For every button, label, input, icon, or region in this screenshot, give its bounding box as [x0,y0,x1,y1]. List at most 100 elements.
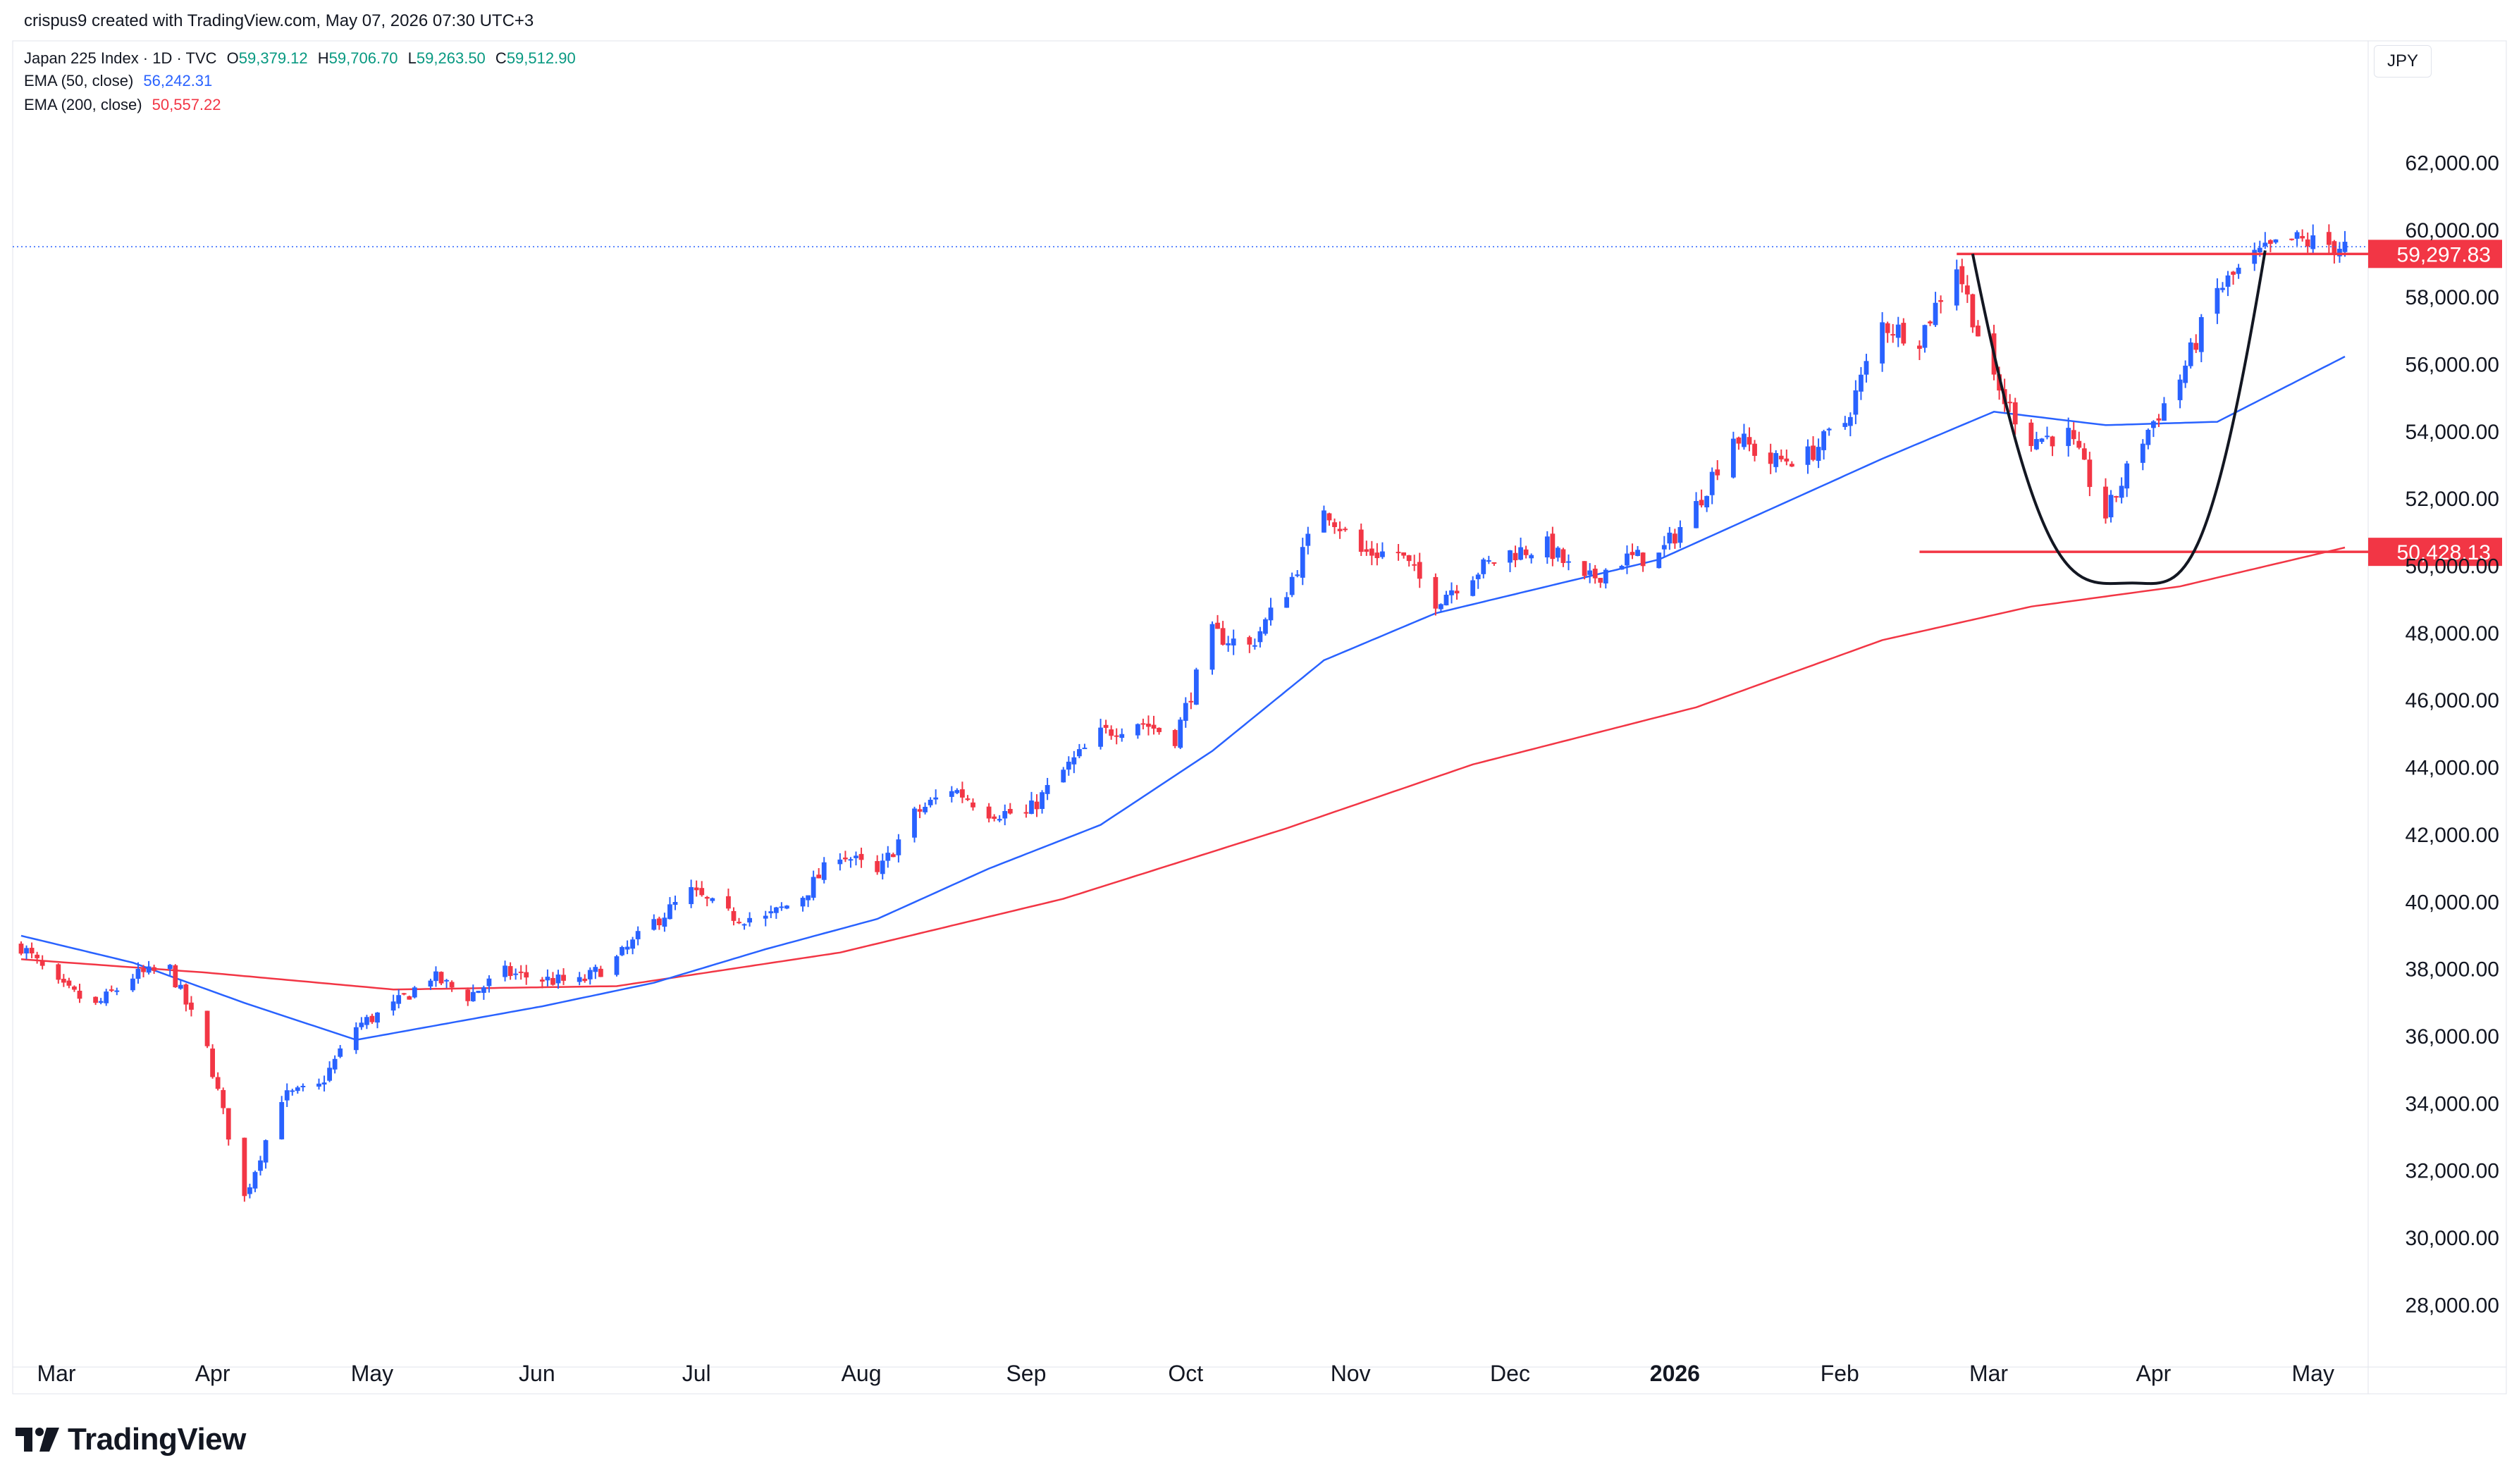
candle-body [93,996,99,1003]
candle-body [2108,495,2114,518]
candle-body [204,1010,210,1046]
candle-body [369,1015,375,1022]
candle-body [2045,435,2050,438]
candle-body [2162,403,2167,421]
x-tick-label: Apr [195,1361,230,1386]
x-tick-label: Apr [2136,1361,2171,1386]
candle-body [1826,428,1832,431]
candle-body [2337,249,2342,256]
candle-body [1226,643,1231,645]
candle-body [2081,448,2087,460]
level-price-label: 50,428.13 [2397,541,2491,564]
candle-body [890,854,896,858]
tradingview-brand-name: TradingView [68,1422,246,1457]
candle-body [104,991,109,1003]
ema50-layer [20,355,2346,1041]
x-tick-label: Jul [682,1361,711,1386]
candle-body [1491,562,1497,564]
candle-body [1778,455,1784,459]
candle-body [1821,431,1827,450]
candle-body [2103,486,2108,519]
candle-body [1805,446,1811,465]
candle-body [449,982,455,988]
candle-body [2342,242,2348,252]
candle-body [407,996,412,1000]
candle-body [737,922,741,924]
candle-body [61,979,66,983]
candle-body [1954,269,1959,306]
ema50-legend[interactable]: EMA (50, close) 56,242.31 [24,72,218,90]
candle-body [189,1002,194,1010]
candle-body [992,816,997,820]
currency-button[interactable]: JPY [2374,45,2432,78]
candle-body [965,798,971,800]
candle-body [1582,561,1587,576]
ohlc-high: H59,706.70 [317,49,398,67]
candle-body [2188,342,2193,366]
time-axis[interactable]: Mar Apr May Jun Jul Aug Sep Oct Nov Dec 2026 Feb Mar… [37,1361,2334,1386]
candle-body [465,989,471,1001]
candle-body [258,1160,263,1171]
ema200-legend[interactable]: EMA (200, close) 50,557.22 [24,96,227,114]
candle-body [624,946,630,950]
candle-body [1709,471,1715,495]
candle-body [1964,285,1970,295]
candle-body [741,924,747,926]
candle-body [1736,437,1742,444]
candle-body [513,973,519,975]
y-tick-label: 46,000.00 [2406,689,2499,712]
ema50-label: EMA (50, close) [24,72,134,89]
candle-body [949,791,954,797]
tradingview-brand[interactable]: TradingView [16,1422,246,1457]
candle-body [667,904,672,920]
candle-body [1034,801,1040,810]
candle-body [2039,438,2045,443]
x-tick-label: Aug [842,1361,882,1386]
candle-body [1439,604,1443,610]
candle-body [1263,619,1268,634]
y-tick-label: 38,000.00 [2406,958,2499,982]
symbol-legend[interactable]: Japan 225 Index · 1D · TVC O59,379.12 H5… [24,49,581,68]
tradingview-logo-icon [16,1428,59,1452]
candle-body [854,855,858,858]
candle-body [2332,241,2337,254]
x-tick-label: Jun [519,1361,555,1386]
candle-body [2294,232,2300,239]
y-tick-label: 52,000.00 [2406,488,2499,511]
candle-body [178,984,183,989]
candle-body [1157,727,1162,732]
candle-body [806,895,811,901]
price-axis[interactable]: 28,000.00 30,000.00 32,000.00 34,000.00 36,0… [2406,152,2499,1318]
candle-body [295,1087,300,1092]
candle-body [114,990,120,992]
candle-body [375,1012,380,1023]
candle-body [986,806,992,819]
candle-body [1109,729,1114,736]
x-tick-label: Mar [37,1361,75,1386]
candle-body [672,902,678,905]
candle-body [555,975,561,984]
candle-body [290,1090,295,1092]
candle-body [1188,700,1194,703]
candle-body [35,954,40,958]
candle-body [1619,566,1625,570]
candle-body [837,859,843,865]
candle-body [1401,552,1406,556]
candle-body [1002,810,1008,819]
candle-body [2034,439,2039,450]
candle-body [284,1090,290,1101]
candle-body [2310,235,2316,249]
candle-body [928,799,933,805]
candle-body [1231,638,1236,646]
candle-body [582,978,588,982]
candle-body [2087,459,2093,488]
y-tick-label: 48,000.00 [2406,622,2499,645]
candle-body [1694,501,1699,528]
ohlc-low: L59,263.50 [407,49,486,67]
ema200-layer [20,546,2346,991]
candle-body [215,1077,221,1089]
candle-body [651,919,657,930]
candle-body [476,991,481,994]
candle-body [1374,552,1380,559]
